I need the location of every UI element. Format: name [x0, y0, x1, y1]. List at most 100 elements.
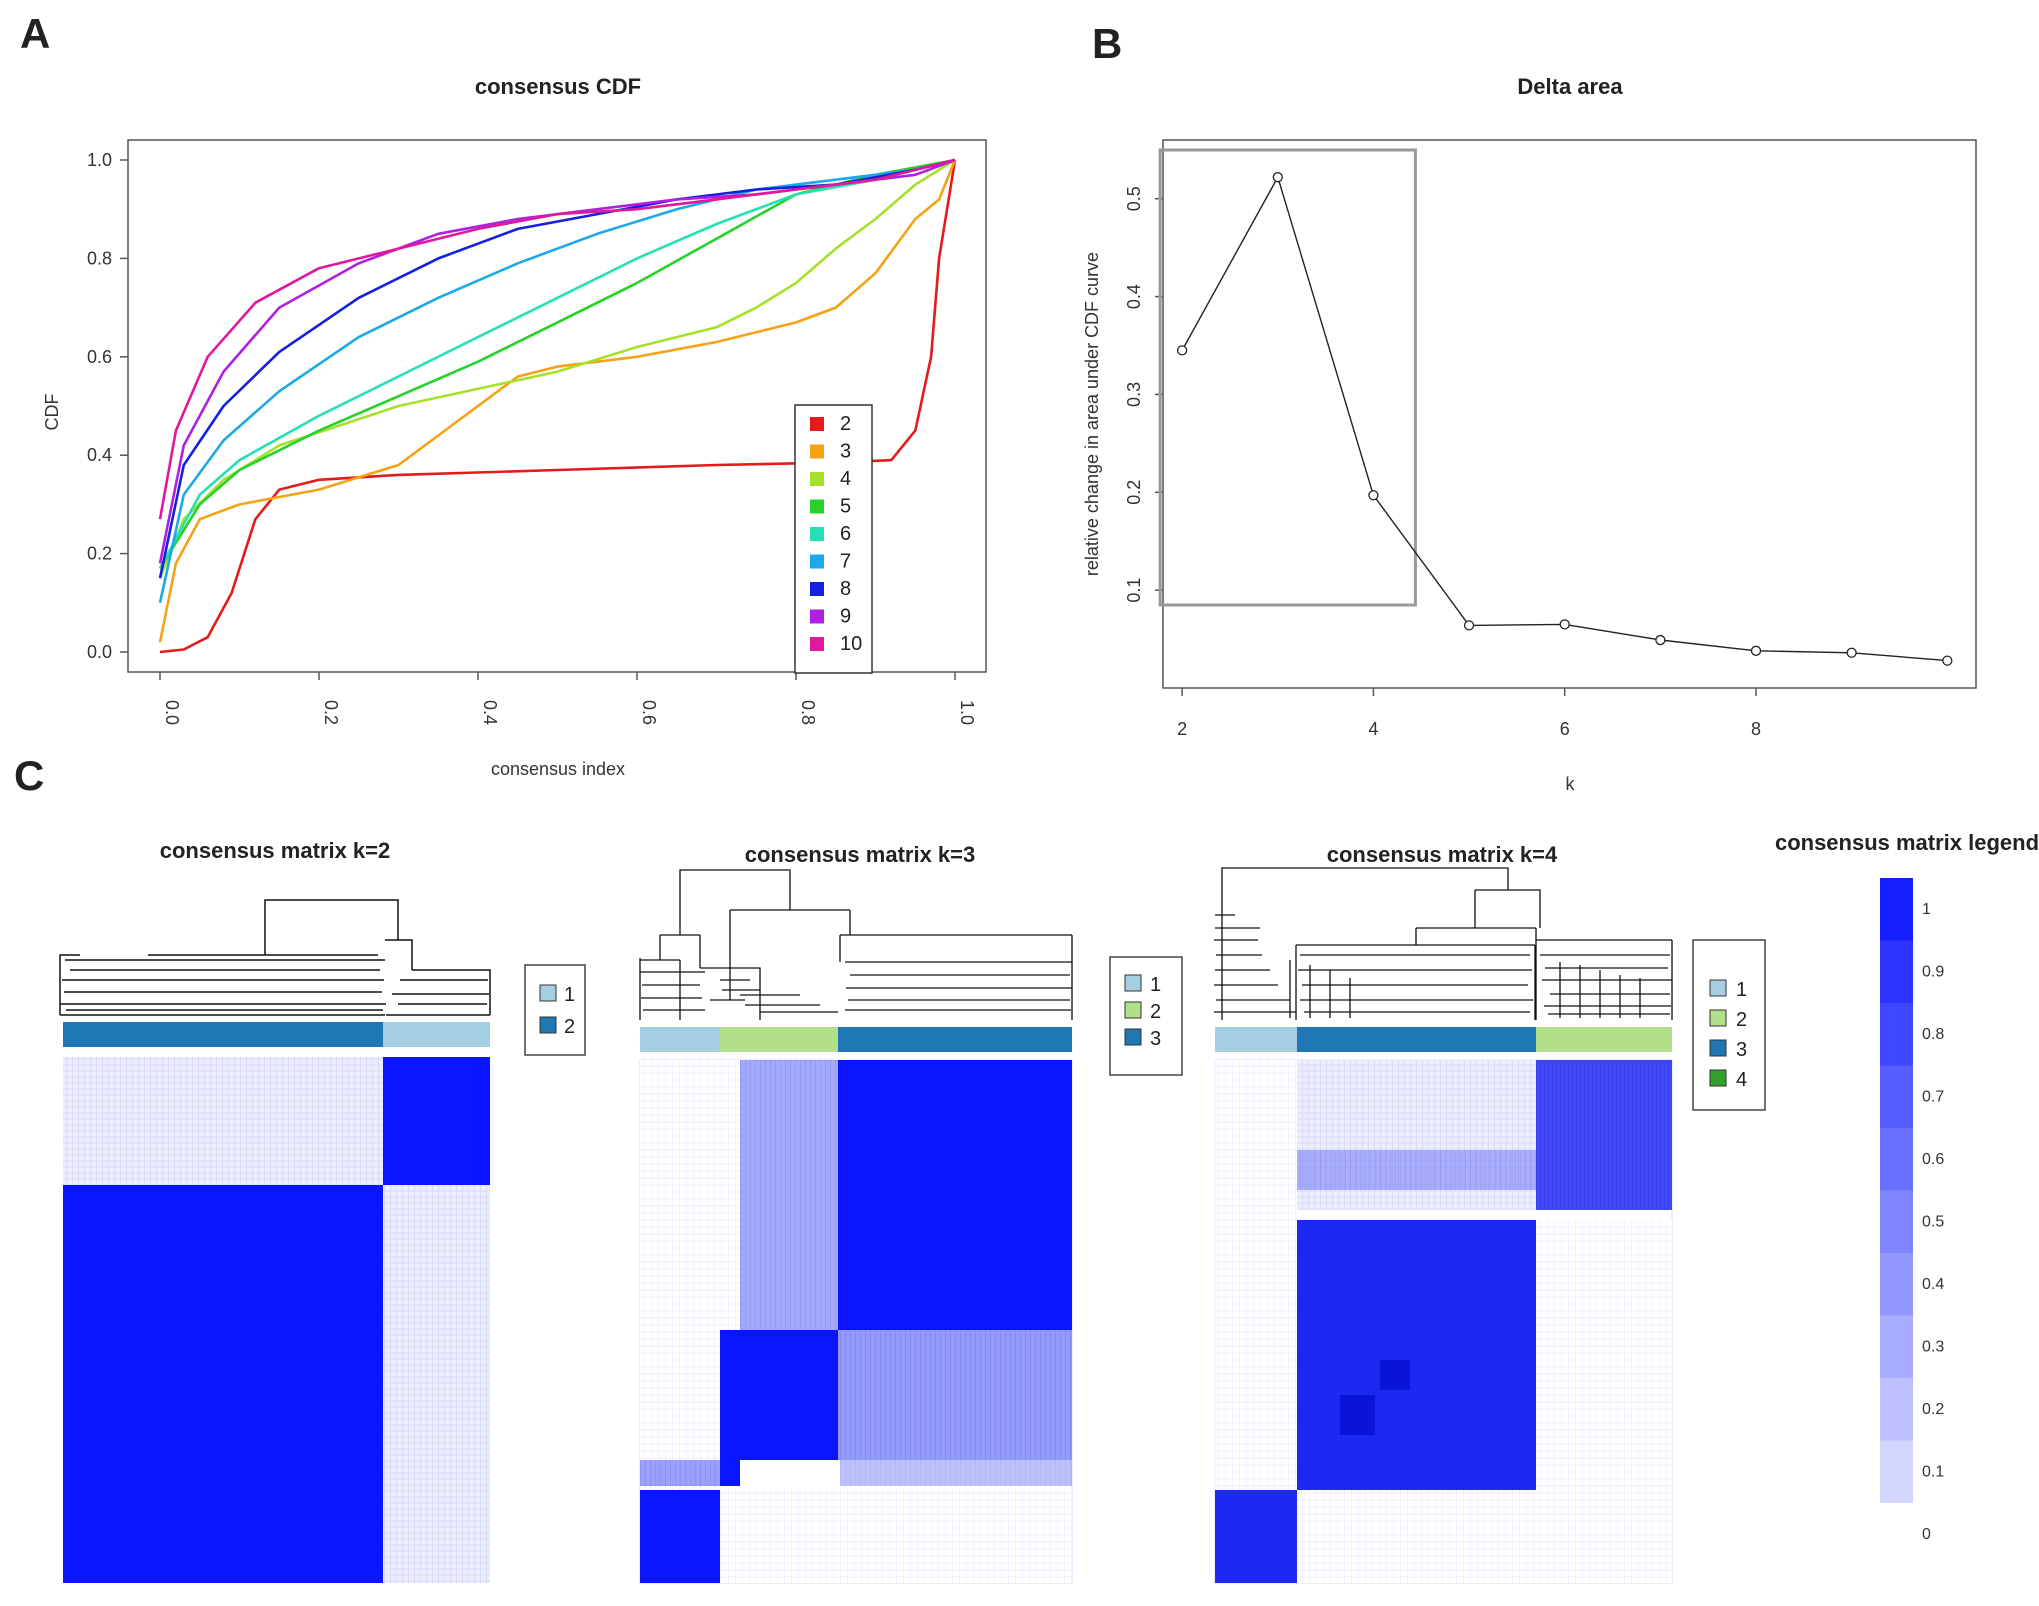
k4-block-offdiag-a	[1215, 1060, 1297, 1210]
delta-point-k2	[1176, 345, 1188, 356]
k4-sub-block-b	[1340, 1395, 1375, 1435]
colorbar-step	[1880, 1003, 1913, 1066]
delta-y-label: relative change in area under CDF curve	[1082, 252, 1102, 576]
colorbar-label: 0.6	[1922, 1151, 1944, 1168]
k2-legend-label-2: 2	[564, 1016, 575, 1038]
k4-legend-label-1: 1	[1736, 979, 1747, 1001]
consensus-matrix-legend: consensus matrix legend 1 0.9 0.8 0.7 0.6 0.5…	[1775, 830, 2039, 1543]
colorbar-step	[1880, 1440, 1913, 1503]
cdf-y-tick-label: 0.6	[87, 347, 112, 367]
k3-legend-label-2: 2	[1150, 1001, 1161, 1023]
k3-block-strip-c	[840, 1460, 1072, 1486]
colorbar-label: 1	[1922, 901, 1931, 918]
k3-block-strip-b	[720, 1460, 740, 1486]
k3-legend-label-3: 3	[1150, 1028, 1161, 1050]
colorbar-step	[1880, 1065, 1913, 1128]
k2-cluster-bar-1	[383, 1022, 490, 1047]
k3-cluster-bar-2	[720, 1027, 838, 1052]
colorbar-label: 0.2	[1922, 1401, 1944, 1418]
colorbar-labels: 1 0.9 0.8 0.7 0.6 0.5 0.4 0.3 0.2 0.1 0	[1922, 901, 1944, 1543]
delta-point-k4	[1368, 490, 1379, 501]
k4-block-band	[1297, 1150, 1536, 1190]
colorbar-label: 0.7	[1922, 1089, 1944, 1106]
cdf-legend: 2 3 4 5 6 7 8 9 10	[794, 404, 873, 674]
k3-legend-label-1: 1	[1150, 974, 1161, 996]
cdf-legend-swatch-8	[810, 582, 824, 596]
cdf-y-tick-label: 0.8	[87, 248, 112, 268]
k4-block-offdiag-c	[1215, 1210, 1297, 1490]
cdf-line-k6	[158, 158, 956, 570]
colorbar-label: 0.5	[1922, 1214, 1944, 1231]
cdf-legend-swatch-6	[810, 527, 824, 541]
cdf-legend-label-4: 4	[840, 468, 851, 490]
cdf-x-tick-label: 0.4	[480, 700, 500, 725]
k3-block-cluster-3	[838, 1060, 1072, 1330]
delta-point-k7	[1655, 634, 1666, 646]
colorbar-label: 0.3	[1922, 1339, 1944, 1356]
cdf-x-axis: 0.0 0.2 0.4 0.6 0.8 1.0	[159, 672, 977, 725]
colorbar-step	[1880, 1315, 1913, 1378]
k3-dendrogram	[639, 869, 1073, 1020]
k4-legend-label-2: 2	[1736, 1009, 1747, 1031]
colorbar-label: 0.4	[1922, 1276, 1944, 1293]
panel-letter-b: B	[1092, 20, 1122, 67]
k4-cluster-bar-3	[1297, 1027, 1536, 1052]
k4-legend-box	[1692, 939, 1766, 1111]
cdf-plot-frame	[127, 139, 987, 673]
k4-cluster-bar-2	[1536, 1027, 1672, 1052]
k2-block-cluster-2	[63, 1185, 383, 1583]
k3-block-offdiag-bottom	[720, 1490, 1072, 1583]
colorbar-step	[1880, 878, 1913, 941]
delta-series	[1176, 172, 1953, 666]
colorbar-step	[1880, 940, 1913, 1003]
delta-x-axis: 2 4 6 8	[1177, 688, 1761, 739]
k3-block-cluster-2	[720, 1330, 838, 1460]
k2-block-offdiag-top	[63, 1057, 383, 1185]
delta-x-tick-label: 8	[1751, 719, 1761, 739]
cdf-y-tick-label: 0.4	[87, 445, 112, 465]
k2-legend-swatch-1	[539, 984, 557, 1002]
k3-block-cluster-1	[640, 1490, 720, 1583]
cdf-legend-swatch-4	[810, 472, 824, 486]
colorbar-step	[1880, 1190, 1913, 1253]
cdf-legend-label-2: 2	[840, 413, 851, 435]
cdf-x-tick-label: 0.8	[798, 700, 818, 725]
k2-block-offdiag-bottom	[383, 1185, 490, 1583]
k2-legend-swatch-2	[539, 1016, 557, 1034]
cdf-x-tick-label: 1.0	[957, 700, 977, 725]
delta-line	[1181, 175, 1948, 662]
cdf-legend-label-7: 7	[840, 551, 851, 573]
cdf-legend-swatch-10	[810, 637, 824, 651]
cdf-y-label: CDF	[42, 394, 62, 431]
cdf-y-tick-label: 0.0	[87, 642, 112, 662]
consensus-matrix-k2: consensus matrix k=2 1 2	[59, 838, 586, 1583]
delta-y-tick-label: 0.5	[1124, 186, 1144, 211]
k3-cluster-bar-1	[640, 1027, 720, 1052]
delta-x-label: k	[1566, 774, 1576, 794]
cdf-legend-label-8: 8	[840, 578, 851, 600]
consensus-matrix-k3: consensus matrix k=3 1 2 3	[639, 842, 1183, 1584]
cdf-y-axis: 0.0 0.2 0.4 0.6 0.8 1.0	[87, 150, 128, 662]
cdf-y-tick-label: 0.2	[87, 544, 112, 564]
delta-point-k3	[1272, 172, 1283, 183]
delta-area-chart: Delta area 0.1 0.2 0.3 0.4 0.5 2 4 6 8 k relati…	[1082, 74, 1977, 794]
cdf-legend-label-3: 3	[840, 441, 851, 463]
colorbar-step	[1880, 1378, 1913, 1441]
k2-block-cluster-1	[383, 1057, 490, 1185]
cdf-x-tick-label: 0.0	[162, 700, 182, 725]
cdf-legend-label-9: 9	[840, 606, 851, 628]
cdf-x-label: consensus index	[491, 759, 625, 779]
delta-plot-frame	[1162, 139, 1977, 689]
delta-y-tick-label: 0.3	[1124, 382, 1144, 407]
cdf-legend-swatch-3	[810, 444, 824, 459]
cdf-line-k3	[158, 159, 957, 643]
delta-y-tick-label: 0.2	[1124, 480, 1144, 505]
cdf-title: consensus CDF	[475, 74, 641, 99]
k4-block-cluster-3	[1297, 1220, 1536, 1490]
delta-point-k5	[1463, 620, 1475, 631]
delta-x-tick-label: 2	[1177, 719, 1187, 739]
cdf-x-tick-label: 0.2	[321, 700, 341, 725]
k3-legend-swatch-1	[1124, 974, 1142, 992]
k3-legend-box	[1109, 956, 1183, 1076]
k4-block-cluster-2	[1536, 1060, 1672, 1210]
